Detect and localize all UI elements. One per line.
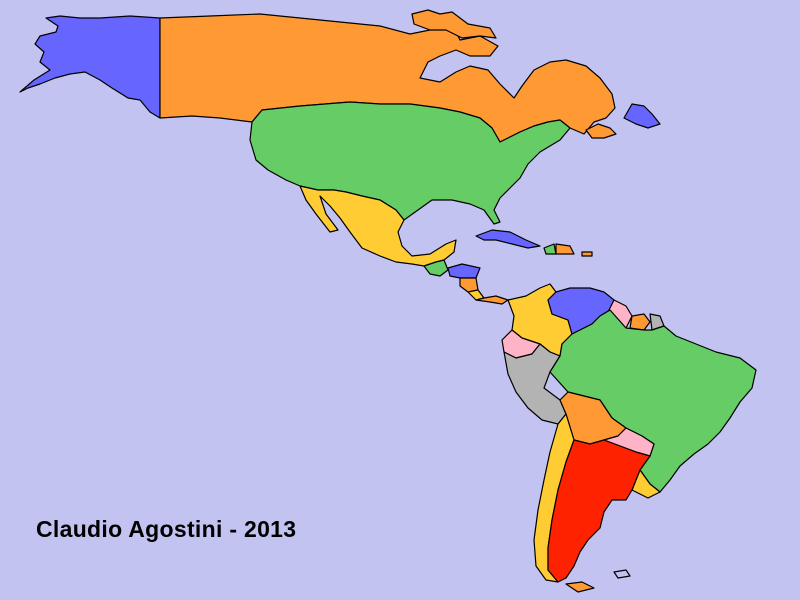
region-canada-islands <box>411 9 497 39</box>
region-dominican <box>555 243 575 255</box>
region-tierra-del-fuego <box>565 581 595 593</box>
region-argentina <box>547 439 651 583</box>
map-credit: Claudio Agostini - 2013 <box>36 516 297 542</box>
region-falklands <box>613 569 631 579</box>
region-suriname <box>629 313 651 331</box>
region-puerto-rico <box>581 251 593 257</box>
region-alaska <box>19 15 161 119</box>
region-cuba <box>475 229 541 249</box>
region-peru <box>503 343 567 425</box>
region-newfoundland <box>585 123 617 139</box>
region-blue-northeast <box>623 103 661 129</box>
